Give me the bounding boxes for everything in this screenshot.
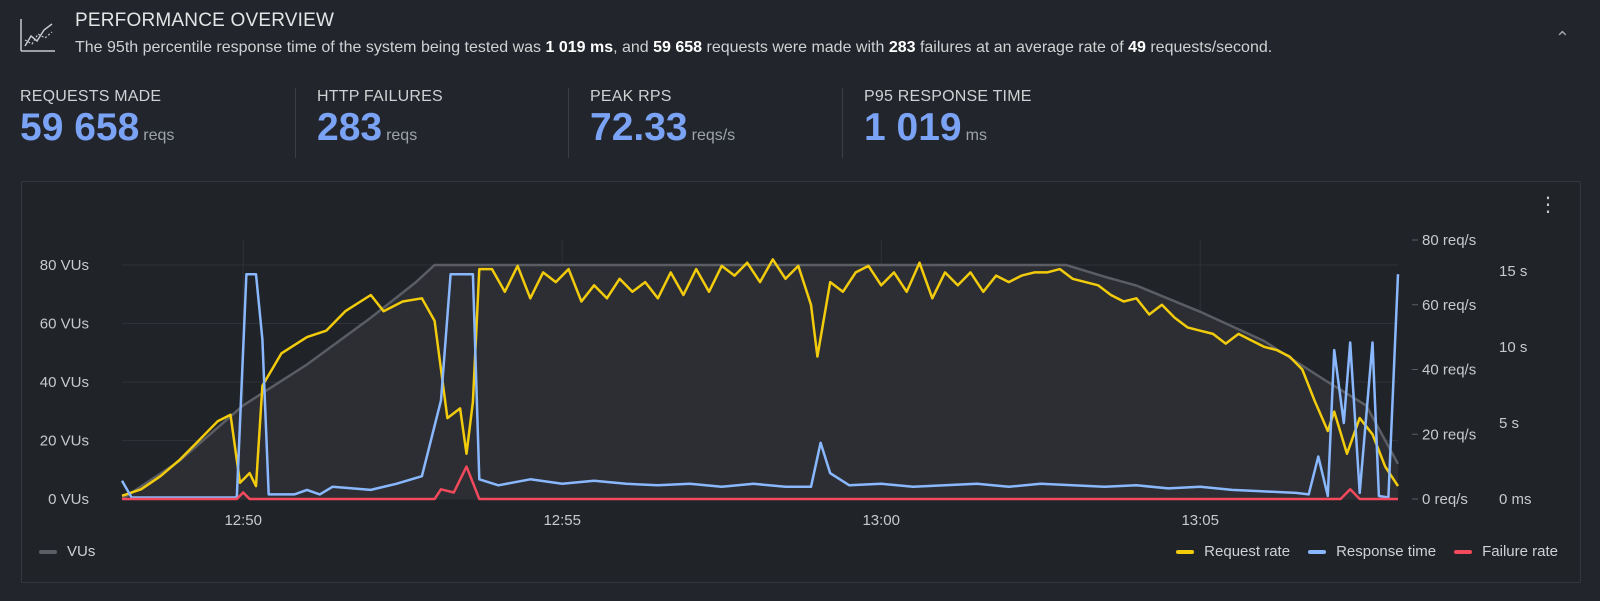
chart-panel: ⋮ 0 VUs 20 VUs 40 VUs 60 VUs 80 VUs 0 req/s 20… xyxy=(21,181,1581,583)
summary-part: 283 xyxy=(888,39,916,56)
x-tick-label: 13:00 xyxy=(862,512,900,529)
summary-part: 59 658 xyxy=(653,39,703,56)
legend-swatch xyxy=(1454,549,1473,554)
failure-rate-series xyxy=(122,465,1398,501)
legend-swatch xyxy=(1308,549,1327,554)
y-left-tick-label: 40 VUs xyxy=(40,374,89,391)
divider xyxy=(295,88,296,158)
menu-dots-icon[interactable]: ⋮ xyxy=(1538,194,1558,216)
legend-item-vus[interactable]: VUs xyxy=(39,543,95,560)
stat-label: P95 RESPONSE TIME xyxy=(864,88,1032,105)
stat-http-failures: HTTP FAILURES 283 reqs xyxy=(317,88,443,160)
y-left-tick-label: 60 VUs xyxy=(40,316,89,333)
performance-chart: 0 VUs 20 VUs 40 VUs 60 VUs 80 VUs 0 req/s 20 r… xyxy=(40,232,1532,529)
y-left-tick-label: 80 VUs xyxy=(40,257,89,274)
y-right-time-tick-label: 15 s xyxy=(1499,263,1527,280)
stat-p95-response-time: P95 RESPONSE TIME 1 019 ms xyxy=(864,88,1032,160)
legend-right: Request rate Response time Failure rate xyxy=(1158,543,1558,560)
y-right-rate-tick-label: 20 req/s xyxy=(1422,426,1476,443)
stat-unit: reqs xyxy=(143,127,175,144)
y-right-rate-tick-label: 60 req/s xyxy=(1422,297,1476,314)
x-tick-label: 12:50 xyxy=(224,512,262,529)
summary-text: The 95th percentile response time of the… xyxy=(75,39,1272,57)
chevron-up-icon[interactable]: ⌃ xyxy=(1554,28,1570,48)
x-tick-label: 12:55 xyxy=(543,512,581,529)
stat-value: 1 019 xyxy=(864,106,962,149)
stat-value: 283 xyxy=(317,106,383,149)
y-right-time-tick-label: 5 s xyxy=(1499,415,1519,432)
summary-part: 49 xyxy=(1128,39,1146,56)
response-time-series xyxy=(120,272,1400,499)
legend-label: Failure rate xyxy=(1482,543,1558,560)
legend-label: Request rate xyxy=(1204,543,1291,560)
legend-label: VUs xyxy=(67,543,96,560)
stat-label: HTTP FAILURES xyxy=(317,88,443,105)
stat-unit: reqs/s xyxy=(691,127,736,144)
summary-part: The 95th percentile response time of the… xyxy=(75,39,546,56)
y-right-time-tick-label: 10 s xyxy=(1499,339,1527,356)
legend-item-response-time[interactable]: Response time xyxy=(1308,543,1436,560)
legend-left: VUs xyxy=(39,543,95,560)
summary-part: 1 019 ms xyxy=(545,39,614,56)
stat-value: 72.33 xyxy=(590,106,688,149)
divider xyxy=(842,88,843,158)
x-tick-label: 13:05 xyxy=(1181,512,1219,529)
stats-row: REQUESTS MADE 59 658 reqs HTTP FAILURES 2… xyxy=(20,88,1120,160)
request-rate-series xyxy=(121,258,1400,497)
legend-label: Response time xyxy=(1336,543,1437,560)
stat-label: PEAK RPS xyxy=(590,88,672,105)
legend-item-request-rate[interactable]: Request rate xyxy=(1176,543,1290,560)
y-right-time-tick-label: 0 ms xyxy=(1499,491,1532,508)
y-left-tick-label: 20 VUs xyxy=(40,433,89,450)
stat-label: REQUESTS MADE xyxy=(20,88,162,105)
y-right-rate-tick-label: 0 req/s xyxy=(1422,491,1468,508)
legend-item-failure-rate[interactable]: Failure rate xyxy=(1454,543,1558,560)
line-chart-icon xyxy=(20,19,55,52)
stat-unit: ms xyxy=(965,127,987,144)
stat-value: 59 658 xyxy=(20,106,140,149)
legend-swatch xyxy=(1176,549,1195,554)
stat-requests-made: REQUESTS MADE 59 658 reqs xyxy=(20,88,174,160)
y-left-tick-label: 0 VUs xyxy=(48,491,89,508)
summary-part: requests/second. xyxy=(1145,39,1273,56)
vus-area xyxy=(122,265,1398,499)
summary-part: failures at an average rate of xyxy=(915,39,1129,56)
divider xyxy=(568,88,569,158)
summary-part: , and xyxy=(613,39,654,56)
header: PERFORMANCE OVERVIEW The 95th percentile… xyxy=(20,8,1580,68)
summary-part: requests were made with xyxy=(702,39,889,56)
page-title: PERFORMANCE OVERVIEW xyxy=(75,10,335,31)
y-right-rate-tick-label: 80 req/s xyxy=(1422,232,1476,249)
legend-swatch xyxy=(39,549,57,554)
y-right-rate-tick-label: 40 req/s xyxy=(1422,362,1476,379)
stat-peak-rps: PEAK RPS 72.33 reqs/s xyxy=(590,88,735,160)
stat-unit: reqs xyxy=(386,127,418,144)
